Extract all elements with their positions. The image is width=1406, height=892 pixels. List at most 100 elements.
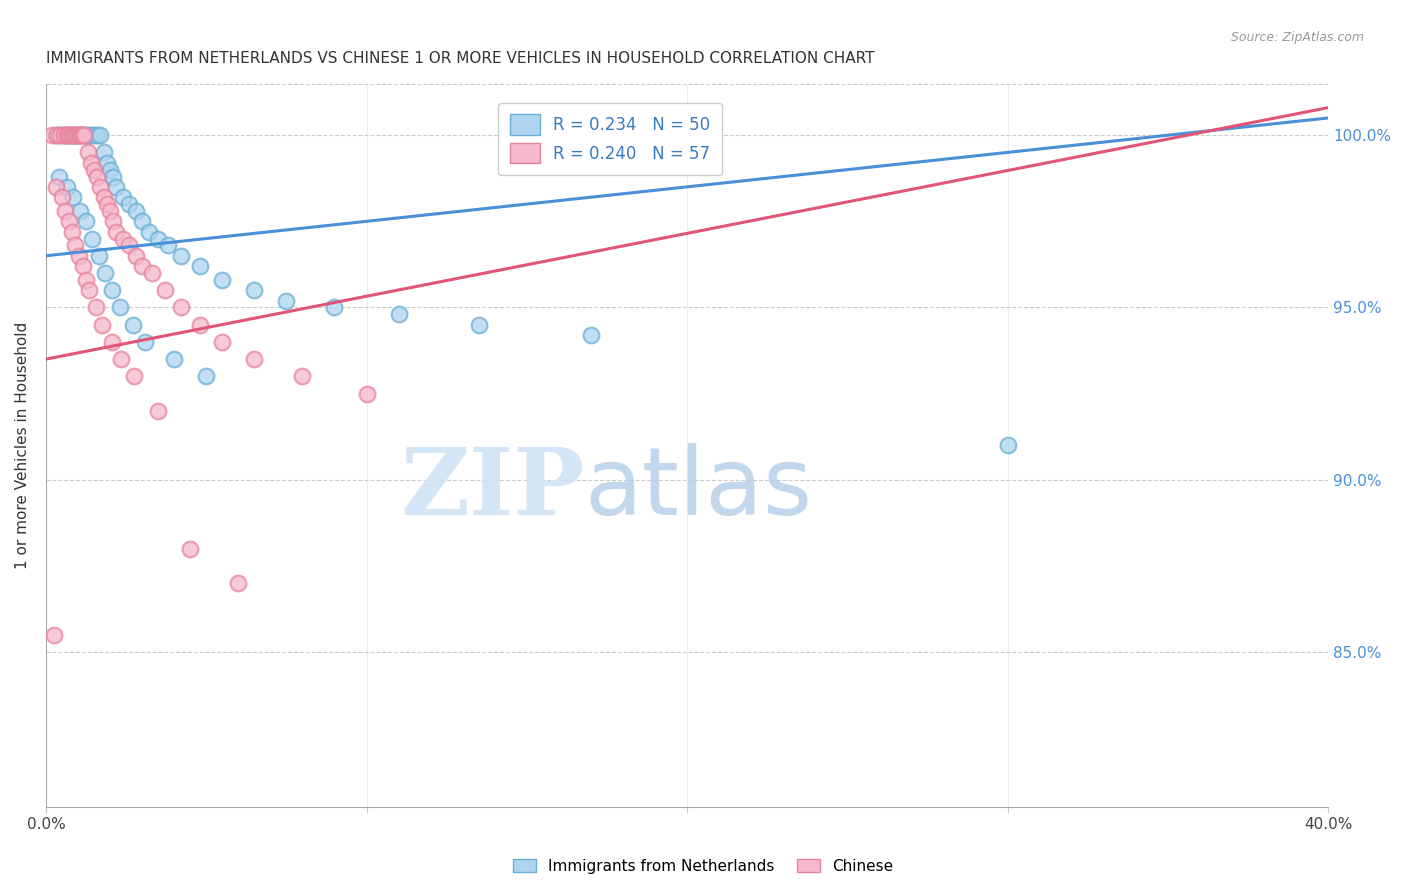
Point <box>72 128 94 143</box>
Point <box>134 334 156 349</box>
Point <box>62 128 84 143</box>
Point <box>211 334 233 349</box>
Point <box>60 128 83 143</box>
Point <box>105 225 128 239</box>
Point <box>467 318 489 332</box>
Point <box>87 249 110 263</box>
Point <box>65 128 87 143</box>
Point <box>108 301 131 315</box>
Point <box>75 273 97 287</box>
Point <box>66 128 89 143</box>
Point <box>69 204 91 219</box>
Point <box>226 576 249 591</box>
Point <box>91 318 114 332</box>
Point <box>118 238 141 252</box>
Point <box>96 155 118 169</box>
Point <box>276 293 298 308</box>
Point <box>69 128 91 143</box>
Text: ZIP: ZIP <box>401 443 585 533</box>
Point <box>131 259 153 273</box>
Point <box>76 128 98 143</box>
Point <box>73 128 96 143</box>
Point <box>163 352 186 367</box>
Point <box>93 145 115 160</box>
Point <box>53 128 76 143</box>
Point <box>131 214 153 228</box>
Point <box>105 179 128 194</box>
Text: IMMIGRANTS FROM NETHERLANDS VS CHINESE 1 OR MORE VEHICLES IN HOUSEHOLD CORRELATI: IMMIGRANTS FROM NETHERLANDS VS CHINESE 1… <box>46 51 875 66</box>
Point <box>76 145 98 160</box>
Point <box>80 155 103 169</box>
Point <box>51 190 73 204</box>
Point <box>73 128 96 143</box>
Point <box>72 259 94 273</box>
Point <box>65 238 87 252</box>
Point <box>42 628 65 642</box>
Point <box>45 179 67 194</box>
Point <box>96 197 118 211</box>
Point <box>93 190 115 204</box>
Point <box>100 283 122 297</box>
Point <box>94 266 117 280</box>
Point <box>146 231 169 245</box>
Text: atlas: atlas <box>585 442 813 534</box>
Point <box>138 225 160 239</box>
Point <box>125 204 148 219</box>
Point <box>80 128 103 143</box>
Point <box>997 438 1019 452</box>
Point <box>83 128 105 143</box>
Legend: R = 0.234   N = 50, R = 0.240   N = 57: R = 0.234 N = 50, R = 0.240 N = 57 <box>498 103 723 175</box>
Point <box>56 128 79 143</box>
Point <box>146 404 169 418</box>
Point <box>67 249 90 263</box>
Legend: Immigrants from Netherlands, Chinese: Immigrants from Netherlands, Chinese <box>506 853 900 880</box>
Point <box>387 307 409 321</box>
Point <box>75 214 97 228</box>
Point <box>82 231 104 245</box>
Point <box>58 128 80 143</box>
Point <box>58 214 80 228</box>
Point <box>66 128 89 143</box>
Text: Source: ZipAtlas.com: Source: ZipAtlas.com <box>1230 31 1364 45</box>
Point <box>243 352 266 367</box>
Point <box>98 204 121 219</box>
Point <box>111 231 134 245</box>
Point <box>179 541 201 556</box>
Point <box>169 301 191 315</box>
Point <box>111 190 134 204</box>
Point <box>77 283 100 297</box>
Point <box>58 128 80 143</box>
Point <box>169 249 191 263</box>
Point <box>51 128 73 143</box>
Point <box>323 301 346 315</box>
Point <box>98 162 121 177</box>
Point <box>83 162 105 177</box>
Point <box>70 128 93 143</box>
Point <box>63 128 86 143</box>
Point <box>110 352 132 367</box>
Point <box>53 204 76 219</box>
Point <box>291 369 314 384</box>
Point <box>46 128 69 143</box>
Point <box>195 369 218 384</box>
Point <box>62 190 84 204</box>
Y-axis label: 1 or more Vehicles in Household: 1 or more Vehicles in Household <box>15 322 30 569</box>
Point <box>60 128 83 143</box>
Point <box>125 249 148 263</box>
Point <box>52 128 75 143</box>
Point <box>48 169 70 184</box>
Point <box>188 259 211 273</box>
Point <box>59 128 82 143</box>
Point <box>70 128 93 143</box>
Point <box>84 301 107 315</box>
Point <box>243 283 266 297</box>
Point <box>103 169 125 184</box>
Point <box>211 273 233 287</box>
Point <box>41 128 63 143</box>
Point <box>153 283 176 297</box>
Point <box>121 318 143 332</box>
Point <box>122 369 145 384</box>
Point <box>118 197 141 211</box>
Point <box>45 128 67 143</box>
Point <box>579 328 602 343</box>
